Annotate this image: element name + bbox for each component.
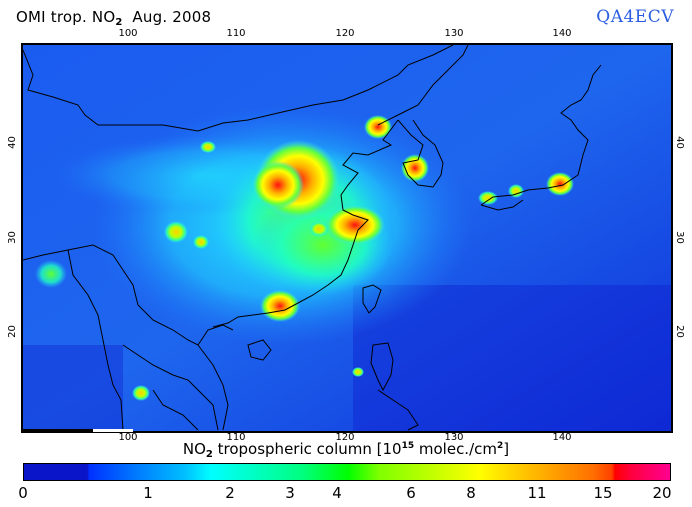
bottom-tick-120: 120 <box>335 432 355 443</box>
left-tick-40: 40 <box>6 136 18 149</box>
cb-tick-20: 20 <box>652 484 672 502</box>
left-tick-30: 30 <box>6 231 18 244</box>
cb-tick-11: 11 <box>527 484 547 502</box>
right-tick-40: 40 <box>673 136 685 149</box>
colorbar <box>23 463 671 481</box>
right-tick-30: 30 <box>673 231 685 244</box>
top-tick-120: 120 <box>335 28 355 39</box>
title-date: Aug. 2008 <box>122 8 212 26</box>
axis-bar <box>23 429 93 432</box>
cb-tick-3: 3 <box>285 484 295 502</box>
cb-tick-15: 15 <box>593 484 613 502</box>
top-tick-110: 110 <box>226 28 246 39</box>
top-tick-130: 130 <box>444 28 464 39</box>
cb-tick-8: 8 <box>466 484 476 502</box>
map-title: OMI trop. NO2 Aug. 2008 <box>16 8 211 28</box>
bottom-tick-130: 130 <box>444 432 464 443</box>
cb-tick-0: 0 <box>18 484 28 502</box>
cb-label-part: tropospheric column [10 <box>212 440 402 458</box>
bottom-tick-140: 140 <box>552 432 572 443</box>
map-canvas <box>23 45 671 431</box>
top-tick-140: 140 <box>552 28 572 39</box>
cb-label-part: ] <box>503 440 510 458</box>
left-tick-20: 20 <box>6 325 18 338</box>
cb-tick-1: 1 <box>143 484 153 502</box>
title-text: OMI trop. NO <box>16 8 116 26</box>
cb-label-sub: 2 <box>205 449 213 460</box>
cb-label-part: NO <box>182 440 206 458</box>
cb-label-sup: 15 <box>401 441 415 451</box>
cb-tick-4: 4 <box>332 484 342 502</box>
colorbar-label: NO2 tropospheric column [1015 molec./cm2… <box>0 440 692 460</box>
bottom-tick-110: 110 <box>226 432 246 443</box>
brand-label: QA4ECV <box>596 7 674 27</box>
top-tick-100: 100 <box>118 28 138 39</box>
cb-tick-6: 6 <box>406 484 416 502</box>
cb-label-part: molec./cm <box>414 440 497 458</box>
right-tick-20: 20 <box>673 325 685 338</box>
bottom-tick-100: 100 <box>118 432 138 443</box>
cb-label-sup: 2 <box>497 441 504 451</box>
title-subscript: 2 <box>115 17 123 28</box>
no2-map <box>21 43 673 433</box>
cb-tick-2: 2 <box>225 484 235 502</box>
axis-bar <box>93 429 133 432</box>
